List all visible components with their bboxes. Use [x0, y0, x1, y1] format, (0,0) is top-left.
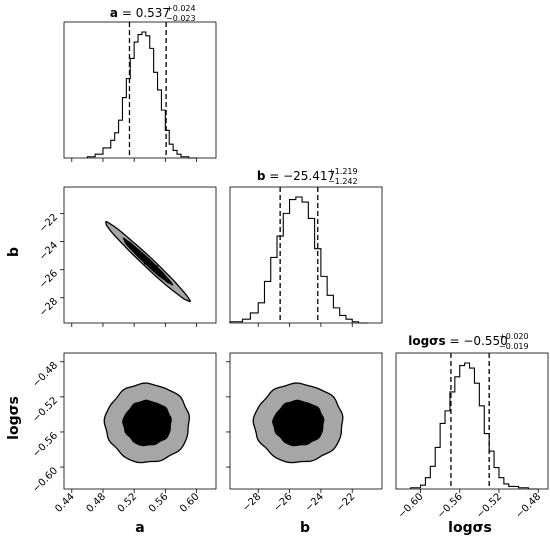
hist-panel-logσs — [395, 352, 549, 490]
xtick-label-a: 0.56 — [147, 491, 171, 515]
contour-inner-a-b — [122, 237, 174, 286]
xtick-label-a: 0.60 — [178, 491, 202, 515]
title-logs-minus: −0.019 — [499, 342, 529, 351]
histogram-b — [229, 196, 368, 324]
xtick-label-a: 0.48 — [85, 491, 109, 515]
xtick-label-b: −28 — [241, 491, 264, 514]
contour-inner-a-logs — [122, 399, 172, 447]
xtick-label-b: −26 — [272, 491, 295, 514]
ytick-label-b: −26 — [37, 268, 60, 291]
title-a: a = 0.537 — [110, 6, 170, 20]
title-b: b = −25.417 — [257, 169, 335, 183]
hist-panel-a — [63, 21, 217, 159]
xtick-label-b: −24 — [303, 491, 326, 514]
contour-panel-b-logs — [229, 352, 383, 490]
ylabel-b: b — [6, 247, 22, 257]
xlabel-a: a — [135, 520, 144, 536]
title-b-minus: −1.242 — [328, 177, 358, 186]
histogram-logσs — [410, 362, 539, 490]
xlabel-logs: logσs — [448, 520, 492, 536]
title-logs-plus: +0.020 — [499, 332, 529, 341]
ytick-label-logσs: −0.56 — [31, 430, 60, 459]
contour-inner-b-logs — [272, 399, 325, 447]
histogram-a — [86, 31, 197, 159]
xtick-label-logσs: −0.52 — [475, 491, 504, 520]
hist-panel-b — [229, 186, 383, 324]
title-a-plus: +0.024 — [166, 4, 196, 13]
contour-sample-point — [136, 252, 141, 257]
ytick-label-logσs: −0.48 — [31, 360, 60, 389]
xtick-label-a: 0.44 — [53, 491, 77, 515]
contour-panel-a-b — [63, 186, 217, 324]
title-a-minus: −0.023 — [166, 14, 196, 23]
title-logs: logσs = −0.550 — [408, 334, 508, 348]
xtick-label-logσs: −0.56 — [435, 491, 464, 520]
xtick-label-b: −22 — [335, 491, 358, 514]
xtick-label-a: 0.52 — [116, 491, 140, 515]
xtick-label-logσs: −0.60 — [396, 491, 425, 520]
ytick-label-logσs: −0.52 — [31, 395, 60, 424]
title-b-plus: +1.219 — [328, 167, 358, 176]
ytick-label-logσs: −0.60 — [31, 465, 60, 494]
xtick-label-logσs: −0.48 — [514, 491, 543, 520]
ytick-label-b: −24 — [37, 240, 60, 263]
contour-sample-point — [143, 260, 148, 265]
ylabel-logs: logσs — [6, 396, 22, 440]
contour-panel-a-logs — [63, 352, 217, 490]
ytick-label-b: −28 — [37, 296, 60, 319]
ytick-label-b: −22 — [37, 212, 60, 235]
xlabel-b: b — [300, 520, 310, 536]
contour-sample-point — [153, 264, 158, 269]
